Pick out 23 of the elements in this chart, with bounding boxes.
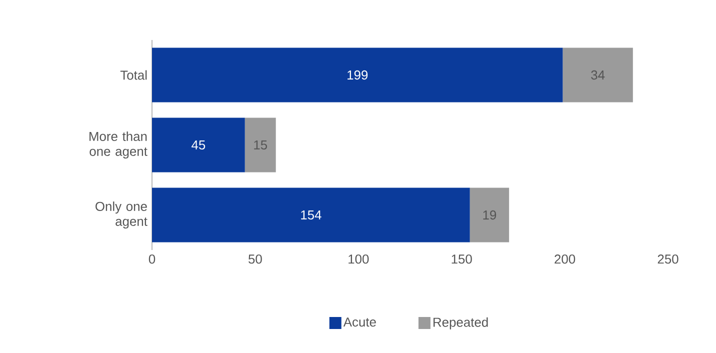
bar	[562, 48, 633, 102]
legend-label: Acute	[343, 318, 376, 327]
data-label: 199	[348, 70, 368, 80]
x-tick-label: 250	[658, 254, 678, 264]
data-label: 19	[483, 210, 496, 220]
y-tick-label: Only one agent	[96, 201, 148, 229]
data-label: 15	[254, 140, 268, 150]
x-tick-label: 150	[452, 254, 472, 264]
x-tick-label: 50	[248, 254, 262, 264]
x-tick-label: 100	[348, 254, 369, 264]
bar	[244, 118, 276, 172]
bar	[152, 48, 563, 102]
legend-label: Repeated	[434, 317, 488, 330]
x-tick-label: 0	[148, 254, 156, 264]
data-label: 154	[301, 210, 322, 220]
bar	[152, 118, 245, 172]
y-tick-label: Total	[120, 70, 147, 80]
x-tick-label: 200	[554, 254, 576, 264]
y-tick-label: More than one agent	[90, 131, 148, 159]
data-label: 45	[192, 140, 206, 150]
bar	[470, 188, 510, 242]
bar	[152, 188, 470, 242]
data-label: 34	[591, 70, 605, 80]
